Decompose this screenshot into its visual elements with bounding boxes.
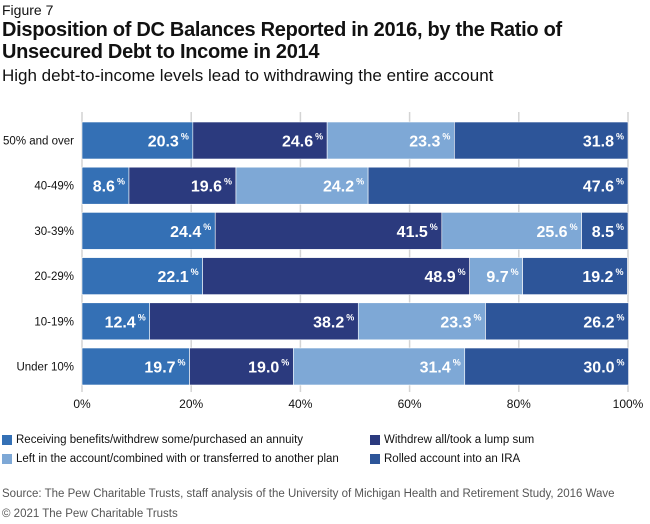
data-label: 41.5 xyxy=(397,224,428,241)
legend-item-1: Withdrew all/took a lump sum xyxy=(370,434,534,446)
data-label: 8.5 xyxy=(592,224,614,241)
data-label: 22.1 xyxy=(158,269,189,286)
bar-segment xyxy=(485,302,629,341)
bar-segment xyxy=(326,121,455,160)
data-label-percent: % xyxy=(458,267,466,277)
x-tick-label: 0% xyxy=(73,397,91,411)
data-label-percent: % xyxy=(191,267,199,277)
legend-swatch xyxy=(370,435,380,445)
data-label-percent: % xyxy=(615,267,623,277)
data-label: 24.6 xyxy=(282,134,313,151)
bar-segment xyxy=(367,166,629,205)
data-label-percent: % xyxy=(617,358,625,368)
data-label-percent: % xyxy=(616,222,624,232)
data-label-percent: % xyxy=(442,132,450,142)
x-tick-label: 100% xyxy=(613,397,644,411)
data-label: 48.9 xyxy=(425,269,456,286)
data-label: 12.4 xyxy=(105,314,136,331)
bar-segment xyxy=(81,302,151,341)
data-label-percent: % xyxy=(617,312,625,322)
data-label: 8.6 xyxy=(93,179,115,196)
chart-title: Disposition of DC Balances Reported in 2… xyxy=(2,19,562,63)
data-label: 31.4 xyxy=(420,360,451,377)
data-label: 26.2 xyxy=(583,314,614,331)
bar-segment xyxy=(464,347,629,386)
category-label: 40-49% xyxy=(34,181,74,193)
data-label-percent: % xyxy=(203,222,211,232)
legend-label: Left in the account/combined with or tra… xyxy=(16,453,339,465)
bar-segment xyxy=(81,212,216,250)
copyright: © 2021 The Pew Charitable Trusts xyxy=(2,508,178,520)
data-label-percent: % xyxy=(224,177,232,187)
legend-label: Receiving benefits/withdrew some/purchas… xyxy=(16,434,304,446)
data-label: 23.3 xyxy=(440,314,471,331)
bar-segment xyxy=(235,166,369,205)
data-label: 24.4 xyxy=(170,224,201,241)
bar-segment xyxy=(441,212,582,250)
data-label-percent: % xyxy=(453,358,461,368)
x-tick-label: 40% xyxy=(288,397,312,411)
bar-segment xyxy=(357,302,486,341)
data-label: 38.2 xyxy=(313,314,344,331)
figure-label: Figure 7 xyxy=(2,2,54,18)
bar-segment xyxy=(81,121,194,160)
data-label-percent: % xyxy=(473,312,481,322)
category-label: 20-29% xyxy=(34,271,74,283)
legend-swatch xyxy=(370,454,380,464)
bar-segment xyxy=(192,121,328,160)
legend-item-0: Receiving benefits/withdrew some/purchas… xyxy=(2,434,303,446)
data-label: 9.7 xyxy=(486,269,508,286)
bar-segment xyxy=(522,257,628,295)
data-label: 19.6 xyxy=(191,179,222,196)
bar-segment xyxy=(81,347,190,386)
data-label-percent: % xyxy=(570,222,578,232)
bar-segment xyxy=(189,347,294,386)
x-tick-label: 80% xyxy=(507,397,531,411)
data-label: 19.7 xyxy=(144,360,175,377)
bar-segment xyxy=(454,121,629,160)
data-label-percent: % xyxy=(181,132,189,142)
data-label-percent: % xyxy=(346,312,354,322)
source-note: Source: The Pew Charitable Trusts, staff… xyxy=(2,488,615,500)
data-label-percent: % xyxy=(511,267,519,277)
bar-segment xyxy=(581,212,629,250)
bar-segment xyxy=(214,212,443,250)
bar-segment xyxy=(149,302,359,341)
bar-segment xyxy=(202,257,470,295)
category-label: Under 10% xyxy=(16,362,74,374)
category-label: 50% and over xyxy=(3,136,74,148)
legend-label: Rolled account into an IRA xyxy=(384,453,521,465)
data-label: 31.8 xyxy=(583,134,614,151)
data-label: 20.3 xyxy=(148,134,179,151)
legend-label: Withdrew all/took a lump sum xyxy=(384,434,535,446)
data-label-percent: % xyxy=(430,222,438,232)
data-label-percent: % xyxy=(117,177,125,187)
bar-segment xyxy=(293,347,466,386)
stacked-bar-chart: 0% 20% 40% 60% 80% 100% 50% and over 20.3% 24.6%… xyxy=(3,112,644,411)
x-tick-label: 20% xyxy=(179,397,203,411)
data-label-percent: % xyxy=(616,177,624,187)
category-label: 10-19% xyxy=(34,316,74,328)
data-label: 24.2 xyxy=(323,179,354,196)
data-label-percent: % xyxy=(281,358,289,368)
data-label-percent: % xyxy=(138,312,146,322)
chart-subtitle: High debt-to-income levels lead to withd… xyxy=(2,66,494,85)
data-label: 23.3 xyxy=(409,134,440,151)
data-label-percent: % xyxy=(616,132,624,142)
legend-swatch xyxy=(2,435,12,445)
data-label: 19.0 xyxy=(248,360,279,377)
data-label: 47.6 xyxy=(583,179,614,196)
legend-item-3: Rolled account into an IRA xyxy=(370,453,520,465)
data-label-percent: % xyxy=(356,177,364,187)
data-label: 25.6 xyxy=(536,224,567,241)
data-label-percent: % xyxy=(178,358,186,368)
data-label-percent: % xyxy=(315,132,323,142)
x-tick-label: 60% xyxy=(398,397,422,411)
legend-item-2: Left in the account/combined with or tra… xyxy=(2,453,339,465)
category-label: 30-39% xyxy=(34,226,74,238)
data-label: 19.2 xyxy=(582,269,613,286)
data-label: 30.0 xyxy=(583,360,614,377)
legend-swatch xyxy=(2,454,12,464)
